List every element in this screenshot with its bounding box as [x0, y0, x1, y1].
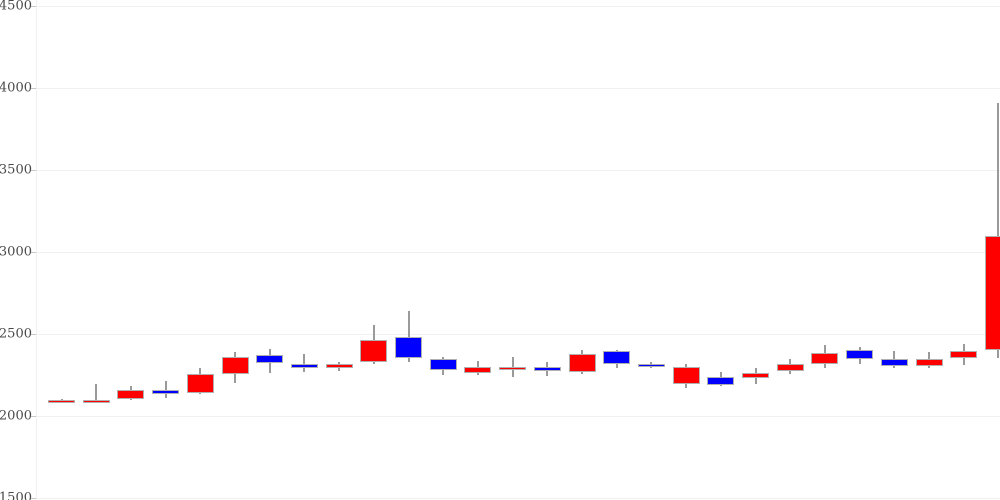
candle-wick [997, 102, 1000, 358]
y-tick-label: 2000 [0, 408, 32, 424]
y-tick-mark-2000 [31, 416, 37, 417]
y-tick-mark-2500 [31, 334, 37, 335]
y-tick-mark-4000 [31, 88, 37, 89]
candle-wick [164, 380, 167, 398]
candle-wick [303, 353, 306, 372]
candle-wick [95, 384, 98, 403]
candle-body-down [603, 351, 631, 365]
candle-body-up [950, 351, 978, 358]
y-tick-label: 3000 [0, 244, 32, 260]
candle-body-down [290, 363, 318, 369]
candle-body-up [82, 399, 110, 403]
candle-body-down [707, 376, 735, 385]
candle-body-up [117, 389, 145, 399]
gridline-4000 [36, 88, 1000, 89]
candle-body-up [499, 366, 527, 370]
candle-body-up [742, 372, 769, 379]
candle-body-up [186, 374, 214, 394]
candle-body-up [811, 352, 839, 364]
candle-wick [511, 356, 514, 377]
candle-wick [407, 311, 410, 362]
candle-body-down [256, 354, 284, 363]
gridline-1500 [36, 498, 1000, 499]
y-tick-label: 4500 [0, 0, 32, 14]
candle-body-up [464, 366, 492, 374]
gridline-2000 [36, 416, 1000, 417]
gridline-4500 [36, 6, 1000, 7]
candle-body-up [360, 339, 388, 362]
y-tick-mark-3000 [31, 252, 37, 253]
candle-body-down [880, 358, 908, 366]
candle-body-up [984, 236, 1000, 351]
candle-body-up [221, 356, 249, 375]
y-tick-label: 1500 [0, 490, 32, 500]
candle-body-up [776, 363, 804, 371]
y-tick-label: 4000 [0, 80, 32, 96]
y-tick-label: 3500 [0, 162, 32, 178]
candle-body-down [846, 350, 874, 360]
gridline-3500 [36, 170, 1000, 171]
candle-body-down [637, 363, 665, 367]
y-tick-label: 2500 [0, 326, 32, 342]
y-axis-spine [36, 0, 37, 500]
candle-body-down [395, 337, 422, 358]
candle-body-down [152, 389, 180, 394]
y-tick-mark-1500 [31, 498, 37, 499]
y-tick-mark-3500 [31, 170, 37, 171]
candle-body-down [533, 366, 561, 371]
candle-body-up [325, 363, 353, 369]
candle-body-up [915, 359, 943, 366]
y-tick-mark-4500 [31, 6, 37, 7]
candle-body-up [48, 399, 75, 403]
gridline-2500 [36, 334, 1000, 335]
gridline-3000 [36, 252, 1000, 253]
candle-body-up [672, 366, 700, 385]
candle-body-down [429, 358, 457, 371]
candle-body-up [568, 353, 596, 372]
